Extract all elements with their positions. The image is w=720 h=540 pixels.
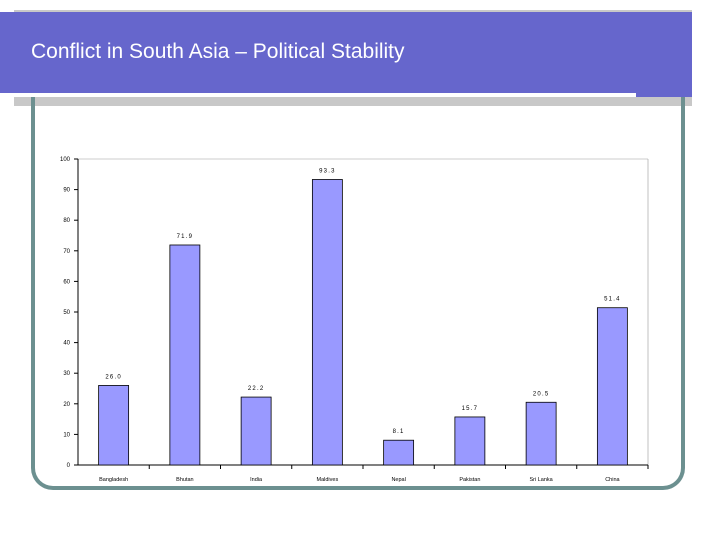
y-tick-label: 70: [63, 249, 70, 255]
bar-maldives: [311, 179, 343, 466]
slide-title: Conflict in South Asia – Political Stabi…: [31, 40, 405, 63]
data-label: 20.5: [533, 391, 549, 397]
bar-sri-lanka: [525, 401, 557, 466]
x-tick-label: Bhutan: [176, 477, 193, 483]
data-label: 22.2: [248, 386, 264, 392]
y-tick-label: 90: [63, 188, 70, 194]
data-label: 51.4: [604, 297, 620, 303]
x-tick-label: India: [250, 477, 263, 483]
bar-china: [596, 307, 628, 466]
data-label: 26.0: [105, 374, 121, 380]
title-bar: [0, 12, 692, 97]
slide-frame: [31, 88, 685, 490]
y-tick-label: 40: [63, 341, 70, 347]
data-label: 15.7: [462, 406, 478, 412]
data-label: 71.9: [177, 234, 193, 240]
bar-bhutan: [169, 244, 201, 466]
y-tick-label: 10: [63, 432, 70, 438]
x-tick-label: China: [605, 477, 620, 483]
y-tick-label: 20: [63, 402, 70, 408]
y-tick-label: 80: [63, 218, 70, 224]
y-tick-label: 0: [67, 463, 71, 469]
bar-india: [240, 396, 272, 466]
bar-nepal: [383, 439, 415, 466]
y-tick-label: 100: [60, 157, 71, 163]
y-tick-label: 60: [63, 279, 70, 285]
x-tick-label: Pakistan: [459, 477, 480, 483]
x-tick-label: Bangladesh: [99, 477, 128, 483]
x-tick-label: Nepal: [391, 477, 405, 483]
y-tick-label: 50: [63, 310, 70, 316]
x-tick-label: Maldives: [317, 477, 339, 483]
data-label: 93.3: [319, 169, 335, 175]
data-label: 8.1: [393, 429, 405, 435]
x-tick-label: Sri Lanka: [530, 477, 554, 483]
y-tick-label: 30: [63, 371, 70, 377]
bar-bangladesh: [98, 385, 130, 466]
bar-pakistan: [454, 416, 486, 466]
title-underline: [0, 93, 636, 97]
plot-area: 0 10 20 30 40 50 60 70 80 90 100 Bangladesh 26.0 Bhut…: [60, 157, 649, 483]
